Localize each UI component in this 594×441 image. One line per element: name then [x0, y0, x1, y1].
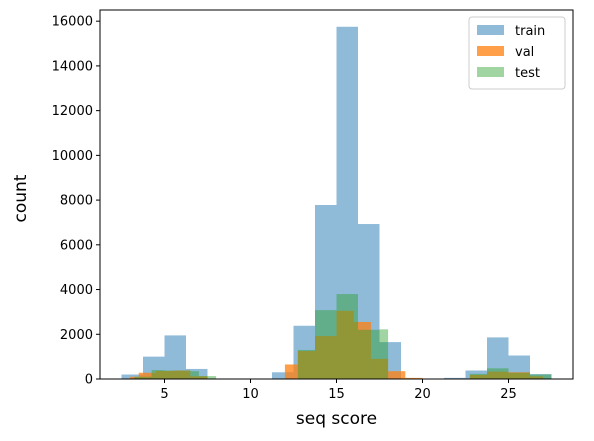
bar-test-9 — [380, 329, 389, 379]
y-tick-label-12000: 12000 — [52, 104, 93, 119]
x-axis-label: seq score — [296, 409, 377, 429]
bar-test-12 — [509, 373, 531, 379]
legend-label-test: test — [515, 66, 540, 81]
x-tick-label-5: 5 — [160, 387, 168, 402]
x-tick-label-15: 15 — [328, 387, 345, 402]
y-tick-label-4000: 4000 — [60, 283, 93, 298]
y-tick-label-8000: 8000 — [60, 194, 93, 209]
y-axis-label: count — [11, 174, 31, 222]
y-tick-label-2000: 2000 — [60, 328, 93, 343]
bar-test-6 — [315, 310, 337, 379]
bar-test-1 — [152, 370, 165, 379]
legend-swatch-train — [477, 25, 504, 35]
y-tick-label-10000: 10000 — [52, 149, 93, 164]
y-tick-label-16000: 16000 — [52, 15, 93, 30]
legend-label-val: val — [515, 45, 534, 60]
legend-label-train: train — [515, 24, 545, 39]
bar-test-2 — [165, 371, 191, 380]
x-tick-label-25: 25 — [500, 387, 517, 402]
bar-test-13 — [530, 375, 552, 379]
x-tick-label-10: 10 — [242, 387, 259, 402]
bar-test-8 — [358, 330, 380, 379]
legend-swatch-test — [477, 67, 504, 77]
legend: train val test — [469, 17, 565, 89]
y-tick-label-14000: 14000 — [52, 59, 93, 74]
bar-test-10 — [470, 374, 487, 379]
y-tick-label-6000: 6000 — [60, 238, 93, 253]
bar-test-11 — [487, 368, 509, 379]
bar-val-5 — [285, 364, 298, 379]
legend-swatch-val — [477, 46, 504, 56]
bar-test-7 — [337, 294, 359, 379]
bar-test-3 — [190, 371, 199, 379]
y-tick-label-0: 0 — [85, 373, 93, 388]
x-tick-label-20: 20 — [414, 387, 431, 402]
bar-val-11 — [388, 371, 405, 379]
bar-test-5 — [298, 350, 315, 379]
